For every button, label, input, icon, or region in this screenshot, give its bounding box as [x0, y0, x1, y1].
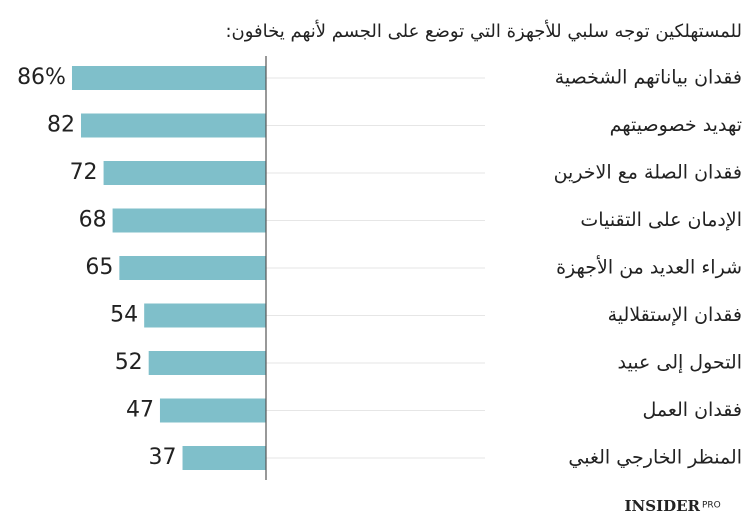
- value-label: 37: [149, 445, 177, 470]
- value-label: 72: [70, 160, 98, 185]
- value-label: 54: [110, 303, 138, 328]
- category-label: فقدان الإستقلالية: [608, 304, 742, 326]
- bar: [182, 446, 266, 470]
- value-label: 47: [126, 398, 154, 423]
- bar: [119, 256, 266, 280]
- bar: [71, 66, 266, 90]
- category-label: فقدان بياناتهم الشخصية: [555, 67, 742, 89]
- brand: INSIDER: [625, 497, 701, 515]
- bar: [112, 208, 266, 233]
- bar: [103, 161, 267, 185]
- value-label: 52: [115, 350, 143, 375]
- bar: [148, 351, 266, 375]
- brand-sub: PRO: [702, 501, 721, 511]
- value-label: 65: [85, 255, 113, 280]
- category-label: تهديد خصوصيتهم: [610, 114, 742, 136]
- value-label: 82: [47, 113, 75, 138]
- value-label: 68: [79, 208, 107, 233]
- category-label: فقدان العمل: [642, 399, 742, 421]
- bar: [159, 398, 266, 423]
- category-label: المنظر الخارجي الغبي: [568, 447, 742, 469]
- bar: [81, 113, 267, 138]
- value-label: 86%: [17, 65, 66, 90]
- bar: [144, 303, 266, 328]
- chart-title: للمستهلكين توجه سلبي للأجهزة التي توضع ع…: [225, 20, 742, 42]
- category-label: الإدمان على التقنيات: [580, 209, 742, 231]
- category-label: فقدان الصلة مع الاخرين: [554, 162, 742, 184]
- category-label: التحول إلى عبيد: [618, 352, 742, 375]
- category-label: شراء العديد من الأجهزة: [556, 256, 742, 279]
